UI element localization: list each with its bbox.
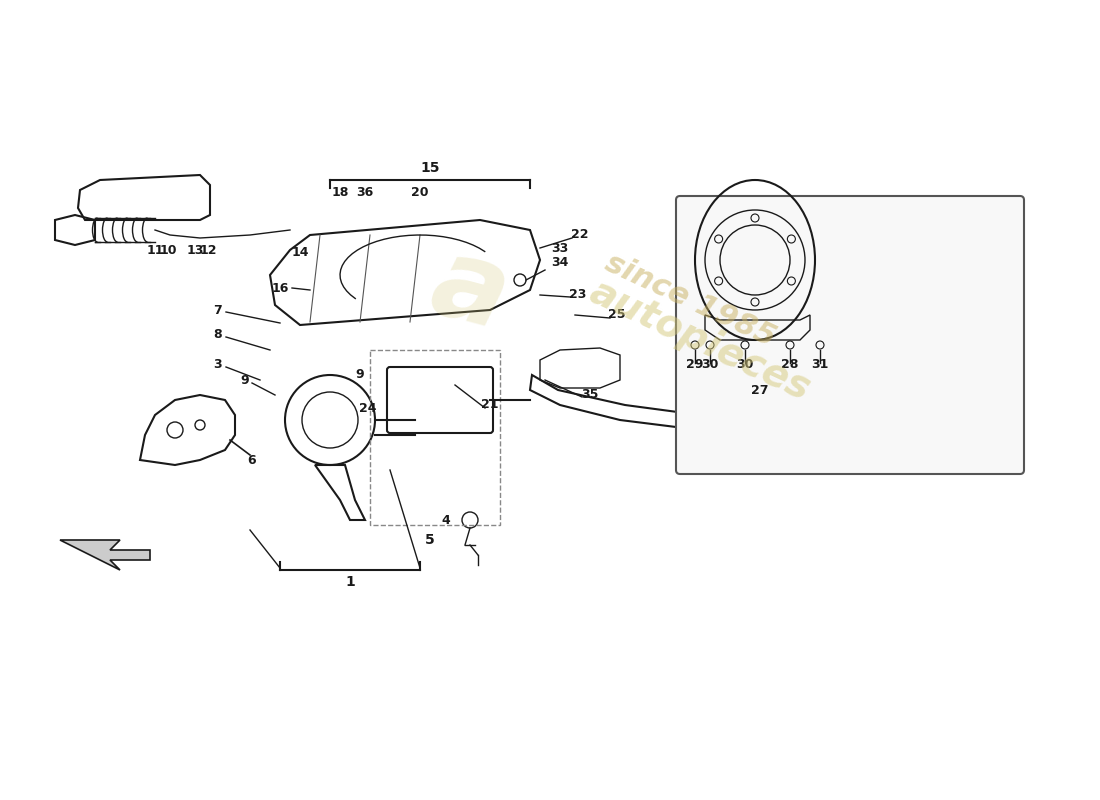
Polygon shape (60, 540, 150, 570)
Text: 6: 6 (248, 454, 255, 466)
Text: 30: 30 (736, 358, 754, 371)
Text: 33: 33 (551, 242, 569, 254)
Text: 4: 4 (441, 514, 450, 526)
Text: 9: 9 (241, 374, 250, 386)
Text: 28: 28 (781, 358, 799, 371)
Text: 16: 16 (272, 282, 288, 294)
FancyBboxPatch shape (676, 196, 1024, 474)
Text: 24: 24 (360, 402, 376, 414)
Text: 30: 30 (702, 358, 718, 371)
Text: 12: 12 (199, 243, 217, 257)
Text: 20: 20 (411, 186, 429, 198)
Text: 5: 5 (425, 533, 435, 547)
Text: 9: 9 (355, 369, 364, 382)
Text: 27: 27 (751, 383, 769, 397)
Text: 14: 14 (292, 246, 309, 258)
Text: 29: 29 (686, 358, 704, 371)
Text: 18: 18 (331, 186, 349, 198)
Text: 31: 31 (812, 358, 828, 371)
Text: 21: 21 (482, 398, 498, 411)
Text: 23: 23 (570, 289, 586, 302)
Bar (370, 350, 500, 525)
Text: a: a (420, 229, 520, 351)
Text: 10: 10 (160, 243, 177, 257)
Text: 34: 34 (551, 255, 569, 269)
Text: 3: 3 (213, 358, 222, 371)
Text: 7: 7 (213, 303, 222, 317)
Text: 8: 8 (213, 329, 222, 342)
Text: 22: 22 (571, 229, 588, 242)
Text: 15: 15 (420, 161, 440, 175)
Text: 11: 11 (146, 243, 164, 257)
Text: 13: 13 (186, 243, 204, 257)
Text: autopieces: autopieces (583, 272, 816, 408)
Text: 1: 1 (345, 575, 355, 589)
Text: 35: 35 (581, 389, 598, 402)
Text: 36: 36 (356, 186, 374, 198)
Text: 25: 25 (608, 309, 626, 322)
Text: since 1985: since 1985 (601, 248, 780, 352)
